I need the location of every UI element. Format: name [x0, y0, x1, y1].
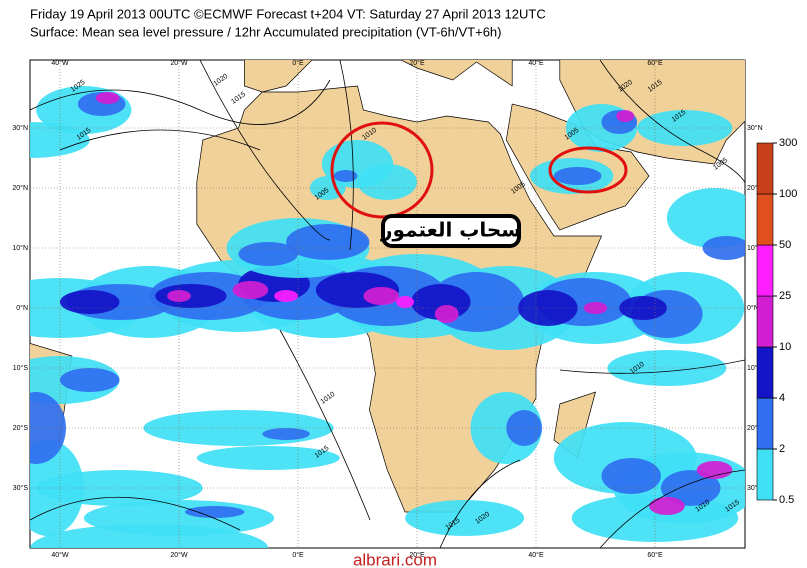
isobar	[339, 60, 354, 251]
precipitation-area	[30, 122, 90, 158]
precipitation-area	[184, 506, 245, 518]
colorbar-label: 2	[779, 443, 785, 455]
precipitation-area	[30, 440, 84, 536]
colorbar-segment	[756, 397, 774, 450]
precipitation-area	[434, 305, 459, 323]
precipitation-area	[30, 524, 269, 548]
lon-label-top: 40°W	[51, 59, 69, 67]
isobar	[59, 129, 261, 151]
highlight-circle	[548, 146, 628, 194]
colorbar-segment	[756, 295, 774, 348]
lat-label: 30°S	[13, 484, 29, 492]
colorbar-label: 0.5	[779, 494, 794, 506]
precipitation-area	[619, 296, 667, 320]
precipitation-area	[649, 497, 685, 515]
lat-label-right: 0°N	[747, 304, 759, 312]
lat-label-right: 10°S	[747, 364, 763, 372]
precipitation-area	[553, 167, 602, 185]
precipitation-area	[262, 428, 310, 440]
lon-label: 40°E	[528, 551, 544, 559]
lat-label-right: 20°N	[747, 184, 763, 192]
land	[244, 60, 513, 93]
lat-label: 10°S	[13, 364, 29, 372]
precipitation-area	[286, 224, 370, 260]
lon-label: 60°E	[647, 551, 663, 559]
precipitation-area	[30, 392, 66, 464]
colorbar-segment	[756, 244, 774, 297]
colorbar-label: 25	[779, 290, 791, 302]
precipitation-area	[60, 368, 120, 392]
lat-label-right: 10°N	[747, 244, 763, 252]
precipitation-area	[571, 494, 739, 542]
precipitation-area	[95, 92, 120, 104]
precipitation-area	[405, 500, 525, 536]
colorbar-label: 4	[779, 392, 785, 404]
isobar	[599, 60, 745, 200]
annotation-box	[381, 214, 521, 248]
precipitation-area	[506, 410, 542, 446]
precipitation-area	[396, 296, 415, 308]
precipitation-area	[238, 242, 298, 266]
colorbar-label: 10	[779, 341, 791, 353]
precipitation-area	[196, 446, 340, 470]
annotation: سحاب العتمور	[380, 218, 521, 242]
colorbar-label: 100	[779, 188, 797, 200]
isobar	[599, 469, 745, 548]
header-line2: Surface: Mean sea level pressure / 12hr …	[30, 24, 502, 39]
colorbar-segment	[756, 193, 774, 246]
lat-label-right: 30°N	[747, 124, 763, 132]
precipitation-area	[518, 290, 578, 326]
lon-label-top: 0°E	[292, 59, 304, 67]
lon-label-top: 20°W	[170, 59, 188, 67]
precipitation-area	[696, 461, 733, 479]
lat-label: 0°N	[16, 304, 28, 312]
lat-label-right: 20°S	[747, 424, 763, 432]
isobar	[279, 329, 371, 521]
lat-label: 30°N	[12, 124, 28, 132]
lon-label: 20°E	[409, 551, 425, 559]
precipitation-area	[333, 170, 358, 182]
colorbar-segment	[756, 448, 774, 501]
isobar	[30, 79, 331, 125]
precipitation-area	[616, 110, 635, 122]
precipitation-area	[60, 290, 120, 314]
lat-label: 20°S	[13, 424, 29, 432]
highlight-circle	[330, 121, 434, 219]
colorbar-label: 300	[779, 137, 797, 149]
precipitation-area	[357, 164, 417, 200]
precipitation-area	[601, 458, 661, 494]
lat-label: 20°N	[12, 184, 28, 192]
lon-label-top: 60°E	[647, 59, 663, 67]
precipitation-area	[583, 302, 608, 314]
precipitation-area	[274, 290, 298, 302]
isobar	[559, 359, 745, 374]
isobar	[439, 459, 521, 548]
colorbar-segment	[756, 142, 774, 195]
lon-label-top: 40°E	[528, 59, 544, 67]
precipitation-area	[232, 281, 269, 299]
colorbar-segment	[756, 346, 774, 399]
lon-label-top: 20°E	[409, 59, 425, 67]
precipitation-area	[167, 290, 191, 302]
precipitation-area	[363, 287, 400, 305]
lon-label: 40°W	[51, 551, 69, 559]
lon-label: 20°W	[170, 551, 188, 559]
colorbar-label: 50	[779, 239, 791, 251]
header-line1: Friday 19 April 2013 00UTC ©ECMWF Foreca…	[30, 6, 546, 21]
isobar	[30, 496, 241, 531]
map-area	[30, 60, 745, 548]
watermark: albrari.com	[353, 550, 437, 568]
isobar	[199, 60, 331, 241]
lon-label: 0°E	[292, 551, 304, 559]
lat-label-right: 30°S	[747, 484, 763, 492]
lat-label: 10°N	[12, 244, 28, 252]
precipitation-area	[666, 188, 745, 248]
